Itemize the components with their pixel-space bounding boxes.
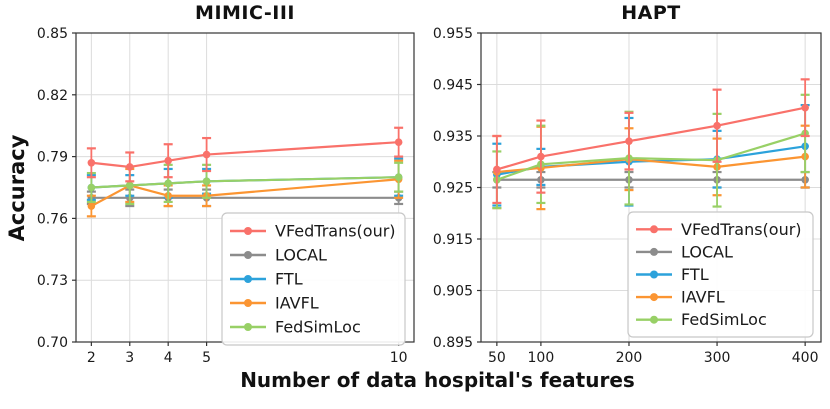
y-tick-label: 0.79	[37, 150, 68, 166]
x-tick-label: 300	[704, 350, 731, 366]
legend-marker-dot	[244, 251, 252, 259]
y-tick-label: 0.905	[433, 284, 473, 300]
data-point	[202, 177, 211, 186]
x-tick-label: 100	[528, 350, 555, 366]
axis-ticks: 0.895 0.905 0.915 0.925 0.935 0.945 0.955 50 100…	[433, 26, 819, 366]
legend-marker-dot	[650, 315, 658, 324]
legend-marker-dot	[244, 275, 252, 283]
axis-ticks: 0.70 0.73 0.76 0.79 0.82 0.85 2 3 4 5 10	[37, 26, 408, 366]
data-point	[125, 163, 134, 171]
legend-label: IAVFL	[681, 288, 725, 307]
legend-marker-dot	[650, 225, 658, 234]
legend-label: VFedTrans(our)	[681, 220, 802, 239]
y-tick-label: 0.82	[37, 88, 68, 104]
data-point	[394, 173, 403, 181]
legend-box: VFedTrans(our) LOCAL FTL IAVFL FedSimLoc	[627, 211, 814, 338]
legend-marker-dot	[244, 227, 252, 235]
hapt-chart: 0.895 0.905 0.915 0.925 0.935 0.945 0.955 50 100…	[433, 26, 822, 366]
chart-title-mimic: MIMIC-III	[195, 2, 295, 24]
series-fedsimloc	[86, 161, 404, 206]
data-point	[87, 183, 96, 192]
series-vfedtrans-our-	[86, 126, 404, 183]
data-point	[713, 121, 721, 130]
x-tick-label: 4	[164, 350, 173, 366]
y-tick-label: 0.73	[37, 273, 68, 289]
series-line	[90, 178, 399, 208]
legend-entry: IAVFL	[230, 294, 319, 313]
legend-entry: FTL	[230, 270, 303, 289]
legend-entry: FedSimLoc	[230, 318, 361, 337]
data-point	[537, 152, 545, 161]
x-tick-label: 3	[125, 350, 134, 366]
series-vfedtrans-our-	[492, 78, 810, 205]
legend-marker-dot	[244, 323, 252, 331]
x-tick-label: 10	[390, 350, 408, 366]
y-tick-label: 0.945	[433, 78, 473, 94]
legend-marker-dot	[650, 270, 658, 279]
data-point	[625, 137, 633, 145]
x-tick-label: 400	[792, 350, 819, 366]
legend-box: VFedTrans(our) LOCAL FTL IAVFL FedSimLoc	[221, 212, 406, 346]
legend-marker-dot	[650, 293, 658, 302]
legend-entry: LOCAL	[230, 246, 327, 265]
y-tick-label: 0.955	[433, 26, 473, 42]
series-iavfl	[86, 159, 404, 218]
x-axis-label: Number of data hospital's features	[240, 368, 635, 392]
legend-label: LOCAL	[275, 246, 327, 265]
data-point	[164, 179, 172, 188]
x-tick-label: 200	[616, 350, 643, 366]
x-tick-label: 2	[87, 350, 96, 366]
series-ftl	[86, 157, 404, 201]
data-point	[202, 150, 211, 159]
x-tick-label: 5	[202, 350, 211, 366]
data-point	[164, 156, 172, 165]
legend-entry: FedSimLoc	[636, 310, 767, 329]
legend-entry: FTL	[636, 265, 709, 284]
legend-marker-dot	[650, 247, 658, 256]
legend-entry: VFedTrans(our)	[636, 220, 802, 239]
legend-label: LOCAL	[681, 242, 733, 261]
y-tick-label: 0.76	[37, 211, 68, 227]
x-tick-label: 50	[488, 350, 506, 366]
chart-title-hapt: HAPT	[621, 2, 681, 24]
legend-label: FedSimLoc	[681, 310, 767, 329]
legend-label: FTL	[275, 270, 303, 289]
legend-label: FTL	[681, 265, 709, 284]
legend-entry: IAVFL	[636, 288, 725, 307]
series-line	[91, 141, 399, 168]
legend-entry: LOCAL	[636, 242, 733, 261]
data-point	[87, 158, 96, 167]
y-tick-label: 0.85	[37, 26, 68, 42]
legend-marker-dot	[244, 299, 252, 307]
data-point	[125, 181, 134, 190]
data-point	[394, 138, 403, 146]
y-tick-label: 0.915	[433, 232, 473, 248]
legend-frame	[221, 212, 406, 346]
mimic-chart: 0.70 0.73 0.76 0.79 0.82 0.85 2 3 4 5 10 VFedTrans(…	[37, 26, 415, 366]
series-fedsimloc	[492, 93, 810, 210]
legend-label: IAVFL	[275, 294, 319, 313]
data-point	[87, 202, 96, 210]
y-tick-label: 0.925	[433, 181, 473, 197]
legend-entry: VFedTrans(our)	[230, 222, 396, 241]
legend-frame	[627, 211, 814, 338]
legend-label: VFedTrans(our)	[275, 222, 396, 241]
legend-label: FedSimLoc	[275, 318, 361, 337]
y-tick-label: 0.895	[433, 335, 473, 351]
data-point	[493, 165, 501, 174]
y-tick-label: 0.70	[37, 335, 68, 351]
y-tick-label: 0.935	[433, 129, 473, 145]
data-point	[801, 103, 809, 112]
